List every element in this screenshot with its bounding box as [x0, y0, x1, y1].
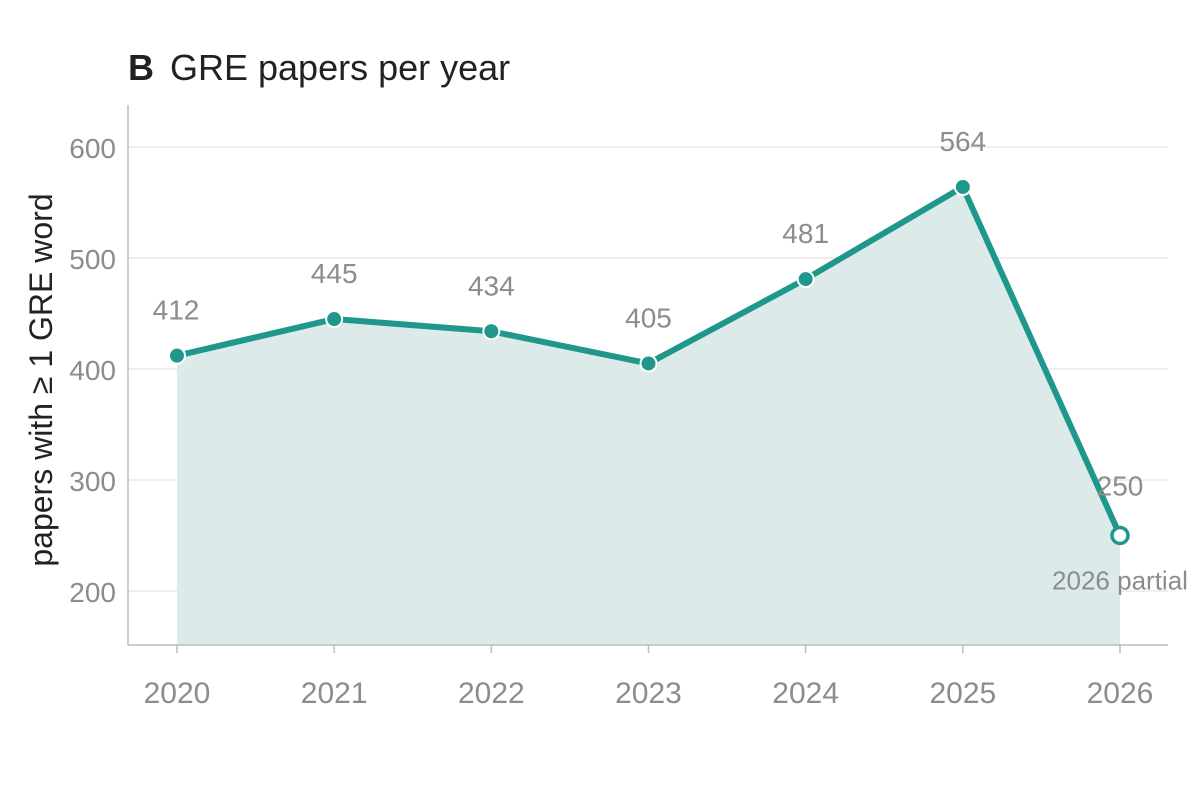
y-tick-label: 400: [69, 355, 116, 386]
data-point-partial: [1110, 525, 1130, 546]
area-layer: [177, 186, 1120, 645]
axes: 2020 2021 2022 2023 2024 2025 2026: [127, 105, 1168, 710]
data-label: 434: [468, 270, 515, 301]
x-tick-label: 2020: [144, 677, 211, 710]
x-tick-label: 2025: [929, 677, 996, 710]
data-point: [639, 354, 658, 373]
panel-letter: B: [128, 47, 154, 88]
panel-heading: B GRE papers per year: [128, 47, 510, 88]
data-label: 405: [625, 302, 672, 333]
chart-title: GRE papers per year: [170, 47, 510, 88]
data-point: [168, 346, 186, 365]
data-point: [796, 270, 815, 289]
partial-year-annotation: 2026 partial: [1052, 566, 1188, 596]
data-label: 250: [1097, 471, 1144, 502]
x-tick-label: 2026: [1087, 677, 1154, 710]
x-tick-label: 2022: [458, 677, 525, 710]
y-tick-label: 300: [69, 466, 116, 497]
point-layer: [168, 177, 1130, 546]
data-point: [482, 322, 501, 341]
data-point: [953, 177, 972, 196]
area-fill: [177, 186, 1120, 645]
data-label: 481: [782, 218, 829, 249]
data-label: 445: [311, 258, 358, 289]
data-label-layer: 412 445 434 405 481 564 250 2026 partial: [153, 126, 1188, 596]
x-tick-label: 2024: [772, 677, 839, 710]
data-point: [325, 310, 344, 329]
x-tick-label: 2021: [301, 677, 368, 710]
y-tick-label: 600: [69, 133, 116, 164]
data-label: 564: [939, 126, 986, 157]
y-axis-label: papers with ≥ 1 GRE word: [23, 193, 59, 566]
y-tick-label: 200: [69, 577, 116, 608]
data-label: 412: [153, 295, 200, 326]
x-tick-label: 2023: [615, 677, 682, 710]
y-tick-label: 500: [69, 244, 116, 275]
